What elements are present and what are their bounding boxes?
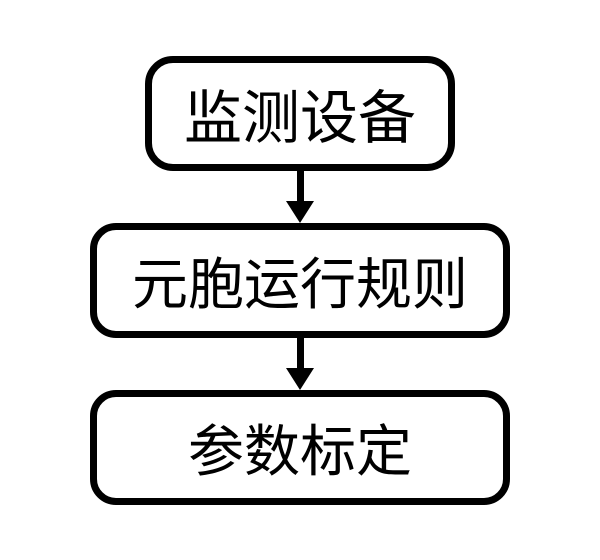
flowchart-container: 监测设备 元胞运行规则 参数标定 bbox=[90, 56, 510, 505]
node-label: 参数标定 bbox=[188, 407, 412, 488]
flowchart-node-2: 元胞运行规则 bbox=[90, 223, 510, 338]
node-label: 监测设备 bbox=[184, 71, 416, 155]
flowchart-arrow-1 bbox=[286, 171, 314, 223]
flowchart-arrow-2 bbox=[286, 338, 314, 390]
arrow-head-icon bbox=[286, 201, 314, 223]
arrow-shaft bbox=[297, 338, 304, 368]
arrow-shaft bbox=[297, 171, 304, 201]
flowchart-node-1: 监测设备 bbox=[145, 56, 455, 171]
flowchart-node-3: 参数标定 bbox=[90, 390, 510, 505]
arrow-head-icon bbox=[286, 368, 314, 390]
node-label: 元胞运行规则 bbox=[132, 240, 468, 321]
